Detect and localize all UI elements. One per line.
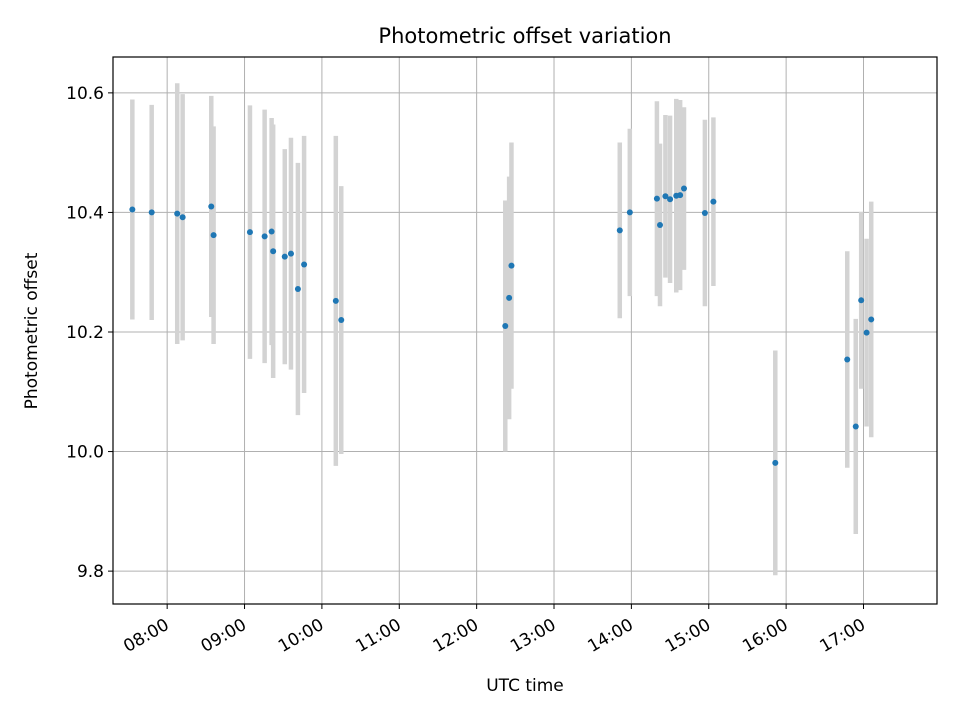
x-axis-label: UTC time [486, 676, 564, 696]
data-point [268, 228, 275, 235]
data-point [332, 297, 339, 304]
data-point [246, 229, 253, 236]
data-point [338, 317, 345, 324]
data-point [261, 233, 268, 240]
grid [113, 57, 937, 604]
data-point [294, 285, 301, 292]
data-point [287, 250, 294, 257]
data-point [208, 203, 215, 210]
data-point [710, 198, 717, 205]
y-tick-label: 10.4 [66, 203, 104, 223]
data-point [701, 210, 708, 217]
data-point [270, 248, 277, 255]
data-point [508, 262, 515, 269]
y-tick-label: 10.0 [66, 443, 104, 463]
data-point [680, 185, 687, 192]
y-axis-label: Photometric offset [22, 252, 42, 409]
data-point [844, 356, 851, 363]
data-point [179, 214, 186, 221]
y-tick-label: 10.6 [66, 84, 104, 104]
data-point [502, 323, 509, 330]
data-point [653, 195, 660, 202]
data-point [281, 253, 288, 260]
data-point [677, 192, 684, 199]
chart-title: Photometric offset variation [378, 24, 671, 48]
data-point [506, 294, 513, 301]
plot-frame [112, 56, 938, 605]
data-point [657, 221, 664, 228]
data-point [301, 261, 308, 268]
data-point [174, 210, 181, 217]
data-point [129, 206, 136, 213]
data-point [626, 209, 633, 216]
y-tick-label: 10.2 [66, 323, 104, 343]
data-point [852, 423, 859, 430]
data-point [148, 209, 155, 216]
data-point [868, 316, 875, 323]
data-points [129, 185, 875, 466]
y-tick-label: 9.8 [77, 562, 104, 582]
data-point [210, 232, 217, 239]
data-point [616, 227, 623, 234]
data-point [858, 297, 865, 304]
data-point [662, 193, 669, 200]
data-point [863, 329, 870, 336]
data-point [667, 196, 674, 203]
data-point [772, 459, 779, 466]
